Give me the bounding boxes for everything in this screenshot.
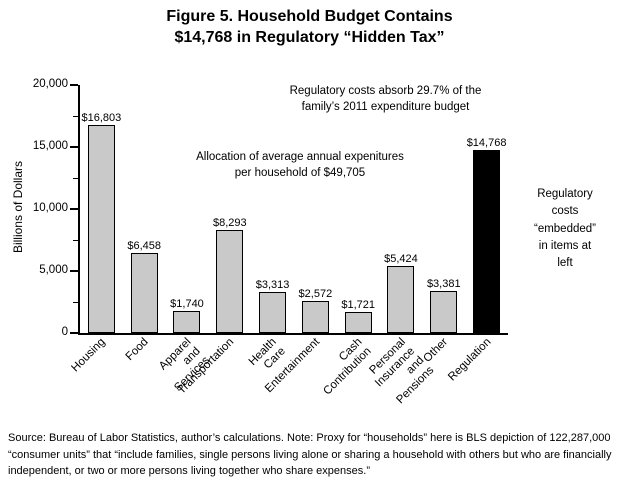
bar-value-label-other: $3,381 [426, 278, 461, 291]
bar-housing [87, 124, 115, 333]
y-tick-mark [70, 146, 78, 148]
y-minor-tick-mark [73, 301, 78, 303]
bar-cash-contribution [344, 311, 372, 333]
annotation-allocation: Allocation of average annual expenitures… [196, 151, 404, 179]
bar-value-label-regulation: $14,768 [466, 136, 507, 149]
bar-slot-transportation: $8,293 [208, 217, 251, 333]
source-note: Source: Bureau of Labor Statistics, auth… [8, 432, 612, 477]
annotation-regulatory-absorb: Regulatory costs absorb 29.7% of the fam… [289, 85, 482, 113]
x-axis-label-housing: Housing [69, 336, 108, 375]
bar-entertainment [301, 301, 329, 333]
bar-slot-personal-insurance-and-pensions: $5,424 [380, 253, 423, 333]
x-axis-label-other: Other [421, 336, 451, 365]
bar-regulation [473, 149, 501, 333]
x-axis-labels: Housing Food Apparel and Services Transport… [70, 336, 506, 431]
bar-slot-housing: $16,803 [80, 112, 123, 333]
y-tick-mark [70, 270, 78, 272]
bar-value-label-entertainment: $2,572 [298, 288, 333, 301]
bar-value-label-personal-insurance-and-pensions: $5,424 [384, 252, 418, 265]
bar-slot-other: $3,381 [422, 278, 465, 333]
plot-area: 0 5,000 10,000 15,000 20,000 $16,803 $6,458 $1… [33, 78, 508, 338]
figure-title-line1: Figure 5. Household Budget Contains [166, 8, 453, 25]
y-tick-mark [70, 84, 78, 86]
figure-title-line2: $14,768 in Regulatory “Hidden Tax” [174, 29, 445, 47]
y-tick-label: 15,000 [32, 140, 68, 152]
bar-value-label-housing: $16,803 [81, 111, 122, 124]
bar-slot-regulation: $14,768 [465, 137, 508, 333]
bar-personal-insurance-and-pensions [387, 265, 415, 333]
bar-transportation [216, 230, 244, 333]
bars-container: $16,803 $6,458 $1,740 $8,293 $3,313 $2,572 $1,… [80, 85, 508, 333]
y-tick-label: 0 [61, 326, 68, 338]
bar-slot-cash-contribution: $1,721 [337, 299, 380, 333]
bar-value-label-food: $6,458 [127, 239, 162, 252]
bar-slot-health-care: $3,313 [251, 279, 294, 333]
y-tick-mark [70, 208, 78, 210]
x-axis-label-personal-insurance-and-pensions: Personal Insurance and Pensions [366, 336, 436, 406]
bar-value-label-cash-contribution: $1,721 [341, 298, 375, 311]
y-tick-label: 5,000 [39, 264, 68, 276]
annotation-regulatory-embedded: Regulatory costs “embedded” in items at … [533, 188, 596, 269]
bar-other [430, 291, 458, 333]
bar-food [130, 252, 158, 333]
bar-slot-apparel-and-services: $1,740 [166, 298, 209, 333]
y-minor-tick-mark [73, 115, 78, 117]
bar-value-label-health-care: $3,313 [255, 278, 290, 291]
x-axis-label-regulation: Regulation [445, 336, 494, 384]
bar-slot-food: $6,458 [123, 240, 166, 333]
y-tick-mark [70, 332, 78, 334]
y-tick-label: 20,000 [32, 78, 68, 90]
y-tick-label: 10,000 [32, 202, 68, 214]
y-minor-tick-mark [73, 239, 78, 241]
x-axis-label-food: Food [123, 336, 151, 364]
bar-slot-entertainment: $2,572 [294, 288, 337, 333]
y-minor-tick-mark [73, 177, 78, 179]
figure-title: Figure 5. Household Budget Contains $14,… [0, 6, 619, 48]
bar-apparel-and-services [173, 311, 201, 333]
bar-value-label-apparel-and-services: $1,740 [170, 298, 204, 311]
bar-health-care [259, 291, 287, 333]
bar-value-label-transportation: $8,293 [212, 217, 247, 230]
